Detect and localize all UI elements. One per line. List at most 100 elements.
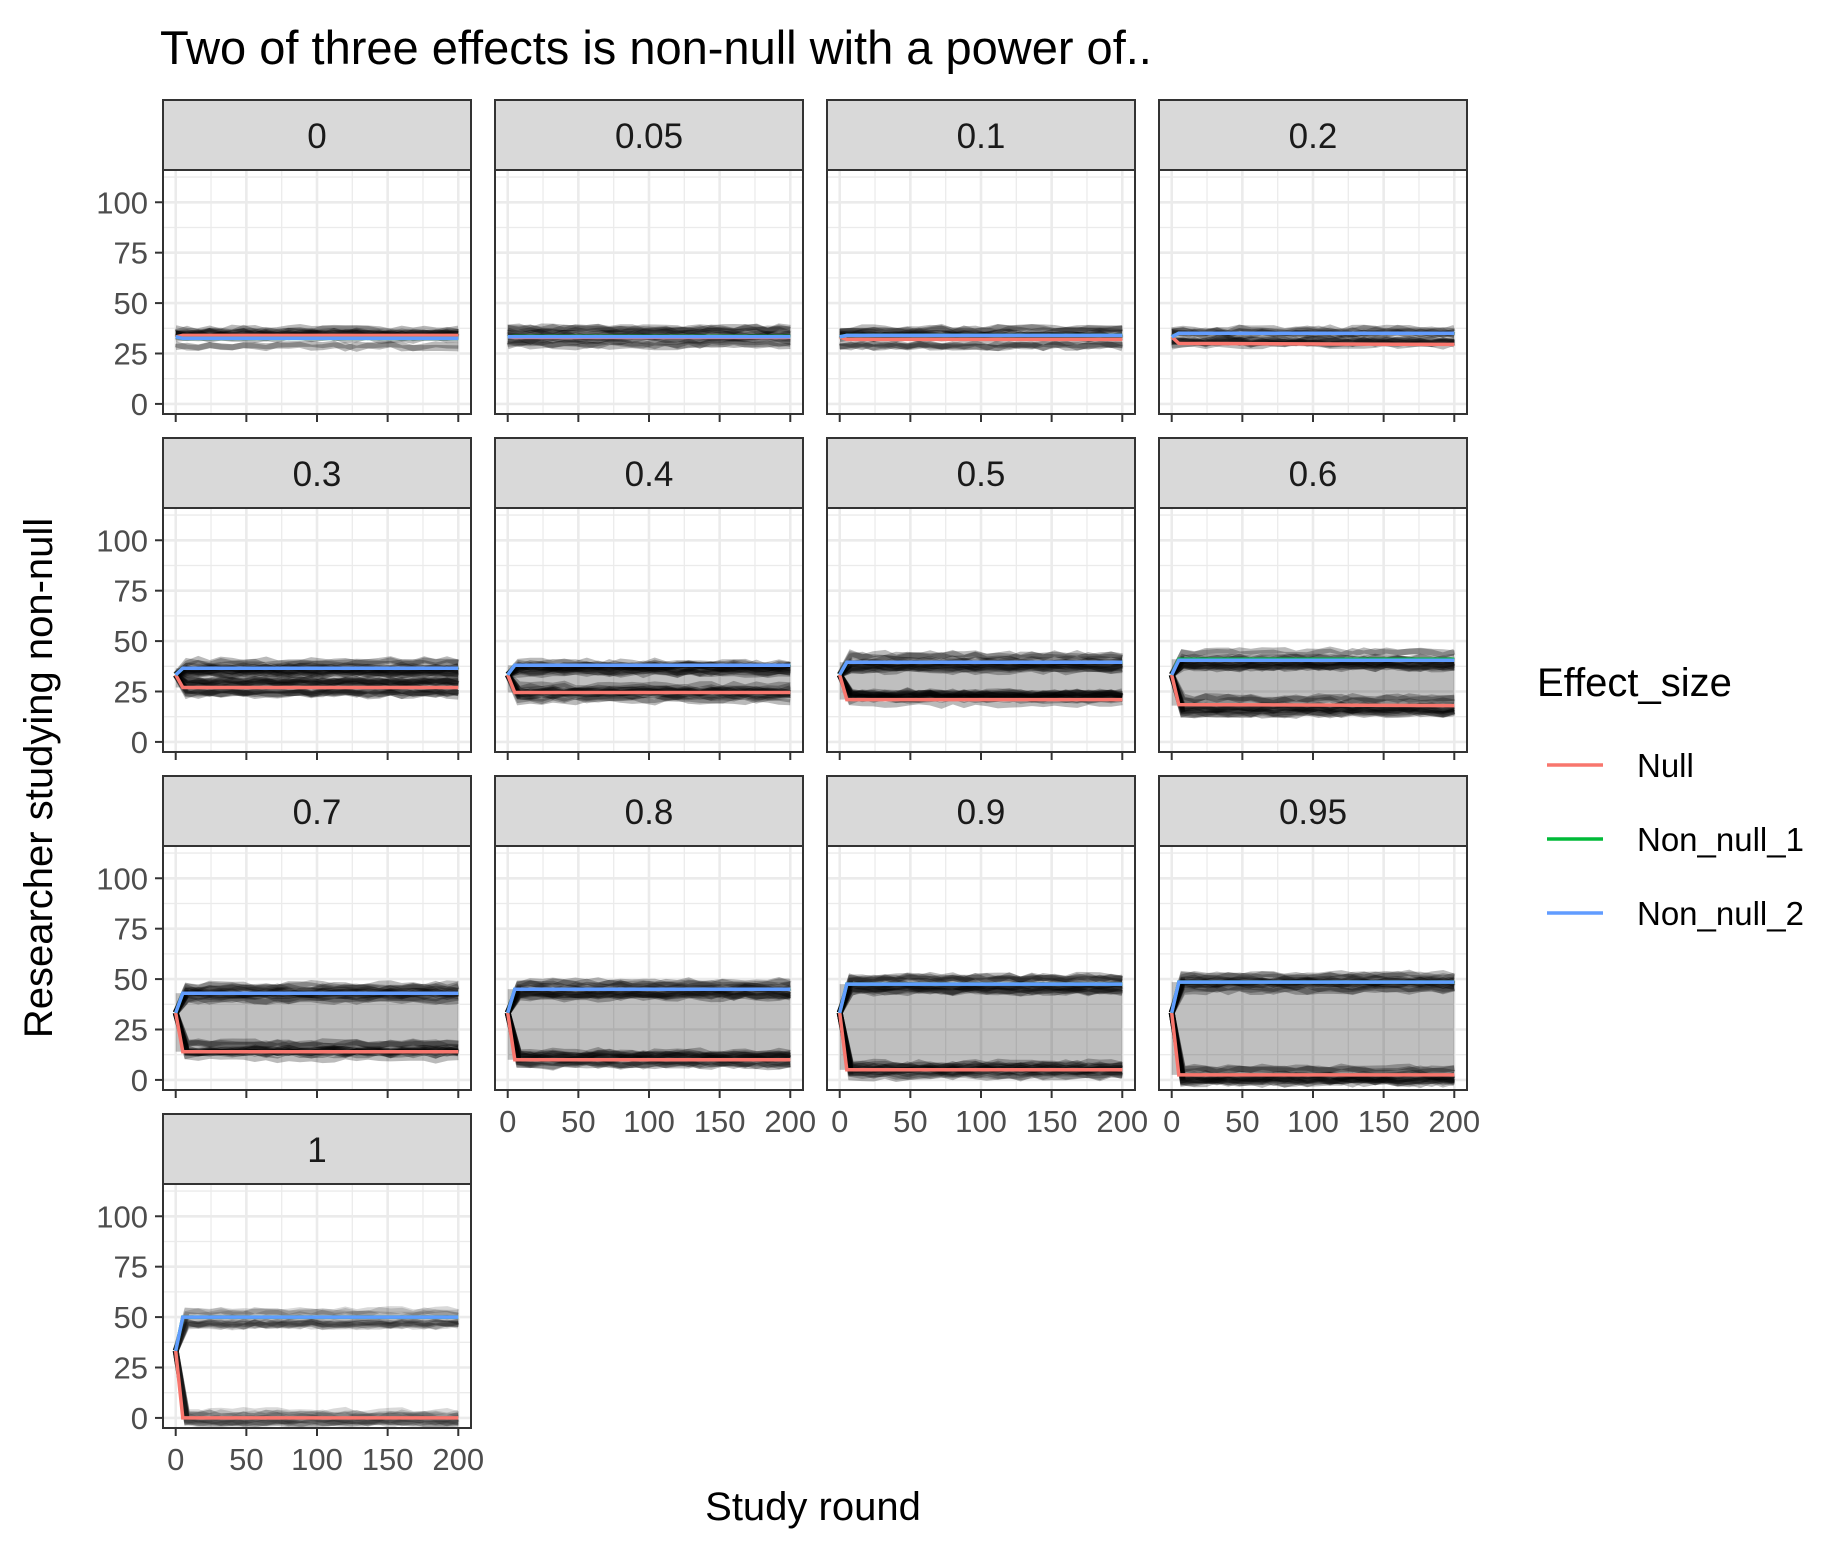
run-trajectory	[505, 672, 792, 694]
run-trajectory	[1170, 661, 1455, 678]
run-trajectory	[173, 673, 459, 700]
facet-strip	[162, 1113, 472, 1185]
run-trajectory	[504, 1012, 791, 1070]
facet-strip	[162, 775, 472, 847]
run-trajectory	[1168, 971, 1456, 1014]
run-trajectory	[173, 994, 459, 1015]
facet-strip	[494, 99, 804, 171]
run-trajectory	[1168, 1012, 1455, 1074]
run-trajectory	[836, 1012, 1124, 1071]
run-trajectory	[839, 323, 1123, 335]
run-trajectory	[1169, 661, 1455, 678]
run-trajectory	[1168, 673, 1455, 708]
facet-panel: 0.7 0 25 50 75 100	[96, 775, 472, 1098]
y-tick-label: 25	[114, 1013, 148, 1048]
y-tick-label: 0	[131, 387, 148, 422]
run-trajectory	[836, 984, 1123, 1015]
run-trajectory	[507, 323, 791, 335]
series-line-null	[174, 673, 459, 690]
run-trajectory	[836, 1012, 1123, 1070]
run-trajectory	[507, 324, 791, 335]
run-trajectory	[505, 672, 791, 692]
run-trajectory	[837, 650, 1123, 677]
run-trajectory	[172, 1012, 459, 1064]
run-trajectory	[1168, 673, 1456, 715]
run-spread-band	[175, 993, 459, 1052]
run-trajectory	[1168, 673, 1455, 715]
run-trajectory	[175, 667, 459, 679]
facet-strip-label: 0.05	[615, 117, 683, 156]
run-trajectory	[175, 328, 459, 340]
series-line-non-null-2	[174, 666, 459, 677]
facet-strip-label: 0.6	[1289, 455, 1338, 494]
series-line-non-null-2	[506, 663, 791, 676]
x-tick-label: 150	[1026, 1104, 1078, 1139]
x-tick-label: 200	[1096, 1104, 1148, 1139]
facet-panel: 0.4	[494, 437, 804, 760]
x-tick-label: 100	[1287, 1104, 1339, 1139]
run-trajectory	[836, 981, 1123, 1014]
run-trajectory	[839, 323, 1123, 335]
x-tick-label: 100	[955, 1104, 1007, 1139]
facet-strip-label: 0.95	[1279, 793, 1347, 832]
run-trajectory	[1171, 335, 1455, 347]
run-trajectory	[172, 979, 459, 1014]
x-tick-label: 50	[893, 1104, 927, 1139]
x-tick-label: 150	[1358, 1104, 1410, 1139]
run-trajectory	[172, 1350, 459, 1430]
y-tick-label: 100	[96, 1199, 148, 1234]
run-trajectory	[173, 672, 459, 688]
x-tick-label: 50	[1225, 1104, 1259, 1139]
panel-grid	[1159, 846, 1467, 1090]
x-tick-label: 50	[561, 1104, 595, 1139]
run-trajectory	[836, 984, 1123, 1015]
facet-panel: 0.1	[826, 99, 1136, 422]
run-trajectory	[1168, 981, 1455, 1014]
x-tick-label: 200	[1428, 1104, 1480, 1139]
run-trajectory	[173, 657, 459, 677]
run-spread-band	[1171, 982, 1455, 1075]
run-trajectory	[172, 1350, 460, 1427]
run-trajectory	[1168, 673, 1455, 715]
facet-panel: 0.6	[1158, 437, 1468, 760]
run-trajectory	[504, 1012, 791, 1060]
run-trajectory	[172, 1350, 459, 1428]
y-tick-label: 50	[114, 962, 148, 997]
facet-panel: 1 0 25 50 75 100 0 50 100 150 200	[96, 1113, 484, 1477]
run-trajectory	[837, 673, 1124, 701]
run-trajectory	[505, 989, 792, 1015]
run-trajectory	[837, 673, 1124, 701]
run-trajectory	[172, 1307, 459, 1352]
facet-panel: 0.9 0 50 100 150 200	[826, 775, 1148, 1139]
run-spread-band	[507, 665, 791, 693]
run-trajectory	[1168, 1012, 1455, 1087]
run-trajectory	[173, 673, 459, 700]
run-spread-band	[839, 984, 1123, 1070]
run-trajectory	[836, 972, 1123, 1014]
series-line-non-null-2	[175, 335, 459, 341]
run-trajectory	[1171, 334, 1455, 346]
facet-panel: 0.5	[826, 437, 1136, 760]
run-trajectory	[1168, 1012, 1456, 1089]
x-tick-label: 200	[764, 1104, 816, 1139]
run-trajectory	[1168, 970, 1455, 1014]
facet-panel: 0.05	[494, 99, 804, 422]
run-trajectory	[505, 657, 791, 677]
run-trajectory	[505, 988, 792, 1015]
run-trajectory	[173, 672, 460, 688]
run-trajectory	[173, 655, 460, 677]
run-trajectory	[837, 673, 1124, 701]
run-trajectory	[172, 1306, 460, 1352]
y-tick-label: 50	[114, 286, 148, 321]
facet-panel: 0 0 25 50 75 100	[96, 99, 472, 422]
run-trajectory	[836, 1012, 1124, 1081]
run-trajectory	[839, 325, 1123, 337]
facet-strip	[826, 99, 1136, 171]
run-trajectory	[506, 665, 791, 678]
run-trajectory	[505, 992, 791, 1015]
facet-strip-label: 0.8	[625, 793, 674, 832]
legend-label: Non_null_2	[1637, 895, 1804, 932]
